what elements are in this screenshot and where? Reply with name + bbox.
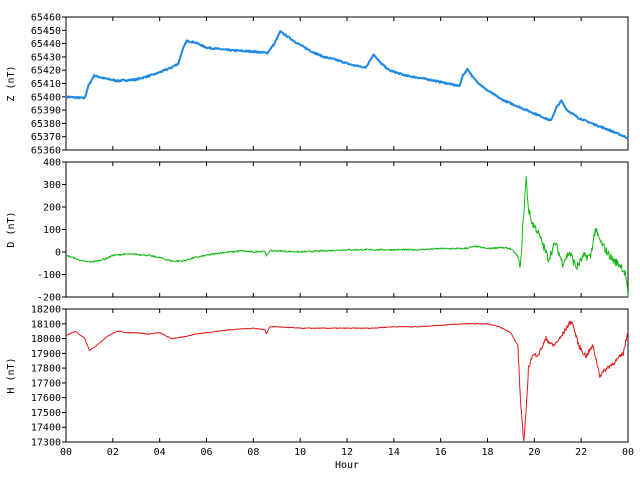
y-tick-label: 300 [43, 180, 61, 191]
x-tick-label: 22 [575, 447, 587, 458]
x-tick-label: 02 [107, 447, 119, 458]
y-tick-label: 17700 [31, 378, 61, 389]
y-axis-title: H (nT) [6, 357, 17, 393]
y-tick-label: 65450 [31, 26, 61, 37]
series-line-0 [65, 320, 629, 442]
x-tick-label: 12 [341, 447, 353, 458]
x-tick-label: 20 [528, 447, 540, 458]
y-tick-label: 200 [43, 203, 61, 214]
x-tick-label: 00 [622, 447, 634, 458]
series-line-0 [65, 30, 629, 140]
y-tick-label: 17300 [31, 438, 61, 449]
x-tick-label: 14 [388, 447, 400, 458]
y-axis-title: D (nT) [6, 211, 17, 247]
y-tick-label: 18100 [31, 319, 61, 330]
plot-frame [65, 161, 629, 298]
x-tick-label: 08 [247, 447, 259, 458]
y-tick-label: 65360 [31, 146, 61, 157]
panel-1: -200 -100 0 100 200 300 400 D (nT) [6, 158, 629, 304]
y-axis-title: Z (nT) [6, 65, 17, 101]
y-tick-label: 65440 [31, 39, 61, 50]
y-tick-label: 18000 [31, 334, 61, 345]
y-tick-label: 65430 [31, 52, 61, 63]
y-tick-label: 100 [43, 225, 61, 236]
panel-2: 1730017400175001760017700178001790018000… [6, 305, 634, 472]
x-axis-title: Hour [335, 460, 359, 471]
x-tick-label: 00 [60, 447, 72, 458]
y-tick-label: 17600 [31, 393, 61, 404]
y-tick-label: 17800 [31, 364, 61, 375]
y-tick-label: 65420 [31, 66, 61, 77]
x-tick-label: 18 [481, 447, 493, 458]
y-tick-label: 18200 [31, 305, 61, 316]
y-tick-label: 65400 [31, 92, 61, 103]
plot-frame [65, 16, 629, 151]
series-line-0 [65, 176, 629, 298]
x-tick-label: 16 [435, 447, 447, 458]
y-tick-label: 0 [55, 248, 61, 259]
x-tick-label: 10 [294, 447, 306, 458]
y-tick-label: -200 [37, 293, 61, 304]
y-tick-label: 17900 [31, 349, 61, 360]
x-tick-label: 06 [200, 447, 212, 458]
y-tick-label: 400 [43, 158, 61, 169]
y-tick-label: 17500 [31, 408, 61, 419]
panel-0: 65360 65370 65380 65390 65400 65410 65420 65430… [6, 13, 629, 157]
y-tick-label: 65370 [31, 132, 61, 143]
y-tick-label: 17400 [31, 423, 61, 434]
y-tick-label: -100 [37, 270, 61, 281]
y-tick-label: 65410 [31, 79, 61, 90]
x-tick-label: 04 [154, 447, 166, 458]
y-tick-label: 65460 [31, 13, 61, 24]
y-tick-label: 65390 [31, 106, 61, 117]
plot-frame [65, 308, 629, 443]
chart-panels: 65360 65370 65380 65390 65400 65410 65420 65430… [6, 13, 634, 472]
y-tick-label: 65380 [31, 119, 61, 130]
